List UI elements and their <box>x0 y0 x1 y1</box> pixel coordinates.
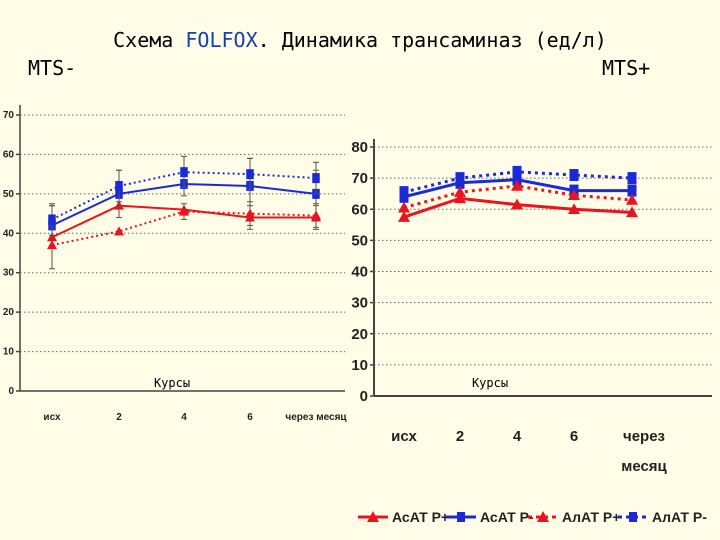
x-tick-label: 4 <box>513 428 522 445</box>
legend-marker <box>367 511 379 522</box>
legend-label: АсАТ Р- <box>480 509 534 525</box>
x-axis-label: Курсы <box>154 376 190 390</box>
x-tick-label: 6 <box>247 412 253 423</box>
x-tick-label: 4 <box>181 412 187 423</box>
x-tick-label: исх <box>391 428 417 445</box>
y-tick-label: 70 <box>3 110 15 121</box>
y-tick-label: 10 <box>351 357 368 374</box>
data-point <box>47 240 57 250</box>
legend-marker <box>457 512 465 522</box>
data-point <box>398 211 410 222</box>
y-tick-label: 40 <box>351 264 368 281</box>
x-tick-label: 2 <box>456 428 464 445</box>
data-point <box>312 173 320 184</box>
data-point <box>398 201 410 213</box>
page-title: Схема FOLFOX. Динамика трансаминаз (ед/л… <box>0 28 720 52</box>
y-tick-label: 10 <box>3 347 15 358</box>
y-tick-label: 40 <box>3 228 15 239</box>
y-tick-label: 70 <box>351 170 368 187</box>
y-tick-label: 60 <box>3 149 15 160</box>
legend-marker <box>537 511 549 522</box>
data-point <box>180 167 188 178</box>
legend-label: АсАТ Р+ <box>392 509 449 525</box>
data-point <box>568 203 580 215</box>
data-point <box>512 165 522 178</box>
data-point <box>627 184 637 197</box>
y-tick-label: 0 <box>8 386 14 397</box>
legend-marker <box>629 512 637 522</box>
x-tick-part: 4 <box>513 428 522 445</box>
data-point <box>627 172 637 185</box>
y-tick-label: 50 <box>351 232 368 249</box>
y-tick-label: 80 <box>351 139 368 156</box>
data-point <box>115 180 123 191</box>
y-tick-label: 20 <box>3 307 15 318</box>
label-mts-plus: MTS+ <box>602 56 651 80</box>
y-tick-label: 50 <box>3 189 15 200</box>
data-point <box>246 169 254 180</box>
legend-label: АлАТ Р+ <box>562 509 620 525</box>
title-highlight: FOLFOX <box>185 28 258 52</box>
data-point <box>245 208 255 218</box>
data-point <box>511 198 523 210</box>
y-tick-label: 30 <box>351 295 368 312</box>
data-point <box>511 179 523 191</box>
chart-mts-plus: 0 10 20 30 40 50 60 70 80 исх 2 4 6 через месяц Курсы <box>351 139 712 475</box>
data-point <box>179 206 189 216</box>
data-point <box>454 186 466 197</box>
data-point <box>48 214 56 225</box>
chart-legend: АсАТ Р+ АсАТ Р- АлАТ Р+ АлАТ Р- <box>358 509 707 525</box>
x-tick-label: через месяц <box>621 428 667 475</box>
data-point <box>399 186 409 199</box>
x-tick-part: 2 <box>456 428 464 445</box>
y-tick-label: 20 <box>351 326 368 343</box>
x-axis-label: Курсы <box>472 376 508 390</box>
series-line <box>403 170 633 194</box>
chart-mts-minus: 0 10 20 30 40 50 60 70 исх 2 4 6 через месяц Курсы <box>3 105 347 423</box>
x-tick-part: месяц <box>621 458 667 475</box>
x-tick-label: исх <box>43 412 61 423</box>
data-point <box>626 206 638 218</box>
y-tick-label: 0 <box>360 388 368 405</box>
data-point <box>114 226 124 236</box>
title-prefix: Схема <box>113 28 186 52</box>
x-tick-label: 6 <box>570 428 578 445</box>
legend-label: АлАТ Р- <box>652 509 707 525</box>
y-tick-label: 30 <box>3 268 15 279</box>
x-tick-part: 6 <box>570 428 578 445</box>
x-tick-label: через месяц <box>285 412 347 423</box>
data-point <box>626 193 638 205</box>
data-point <box>512 173 522 186</box>
label-mts-minus: MTS- <box>28 56 77 80</box>
data-point <box>455 172 465 185</box>
x-tick-label: 2 <box>116 412 122 423</box>
title-suffix: . Динамика трансаминаз (ед/л) <box>257 28 607 52</box>
data-point <box>569 169 579 182</box>
x-tick-part: исх <box>391 428 417 445</box>
data-point <box>568 189 580 201</box>
data-point <box>454 192 466 204</box>
x-tick-part: через <box>623 428 665 445</box>
data-point <box>311 210 321 220</box>
y-tick-label: 60 <box>351 201 368 218</box>
